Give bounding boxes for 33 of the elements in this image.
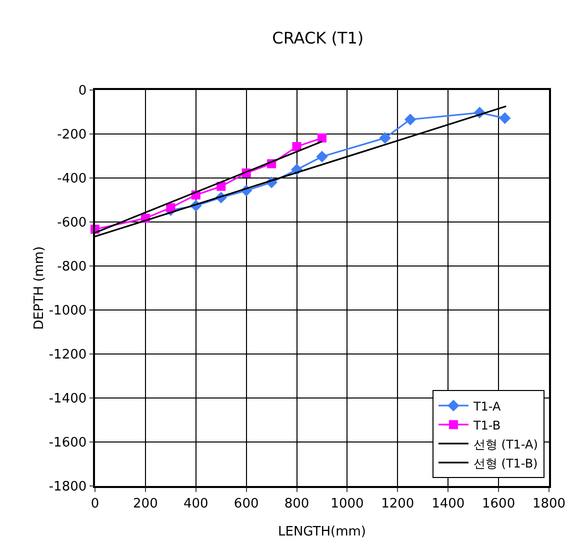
y-tick-label: 0 [78,84,87,99]
y-tick-label: -1000 [48,304,87,319]
x-tick-label: 1800 [532,496,566,512]
point [379,132,391,144]
legend-label: T1-B [472,418,501,432]
x-tick-label: 1200 [381,496,414,512]
x-tick-label: 1600 [482,496,516,512]
y-tick-label: -1400 [48,392,87,407]
y-tick-label: -1800 [48,480,87,495]
point [404,114,416,126]
y-tick-label: -1600 [48,436,87,451]
x-tick-label: 0 [90,496,100,512]
x-tick-label: 200 [133,496,158,512]
y-tick-label: -600 [57,216,87,231]
legend-label: 선형 (T1-B) [473,456,538,470]
y-tick-label: -1200 [48,348,87,363]
y-tick-label: -400 [57,172,87,187]
y-tick-label: -800 [57,260,87,275]
chart-title: CRACK (T1) [272,28,364,48]
legend-label: 선형 (T1-A) [473,437,538,452]
x-axis-title: LENGTH(mm) [278,524,366,540]
x-tick-label: 1000 [330,496,364,512]
x-tick-label: 600 [234,496,259,512]
x-tick-label: 800 [284,496,310,512]
y-axis-title: DEPTH (mm) [32,246,47,330]
point [292,142,302,152]
point [499,112,511,124]
x-tick-label: 1400 [432,496,465,512]
point [316,150,328,163]
x-tick-label: 400 [183,496,208,512]
legend-label: T1-A [472,399,502,414]
point [318,133,326,142]
y-tick-label: -200 [57,128,87,143]
